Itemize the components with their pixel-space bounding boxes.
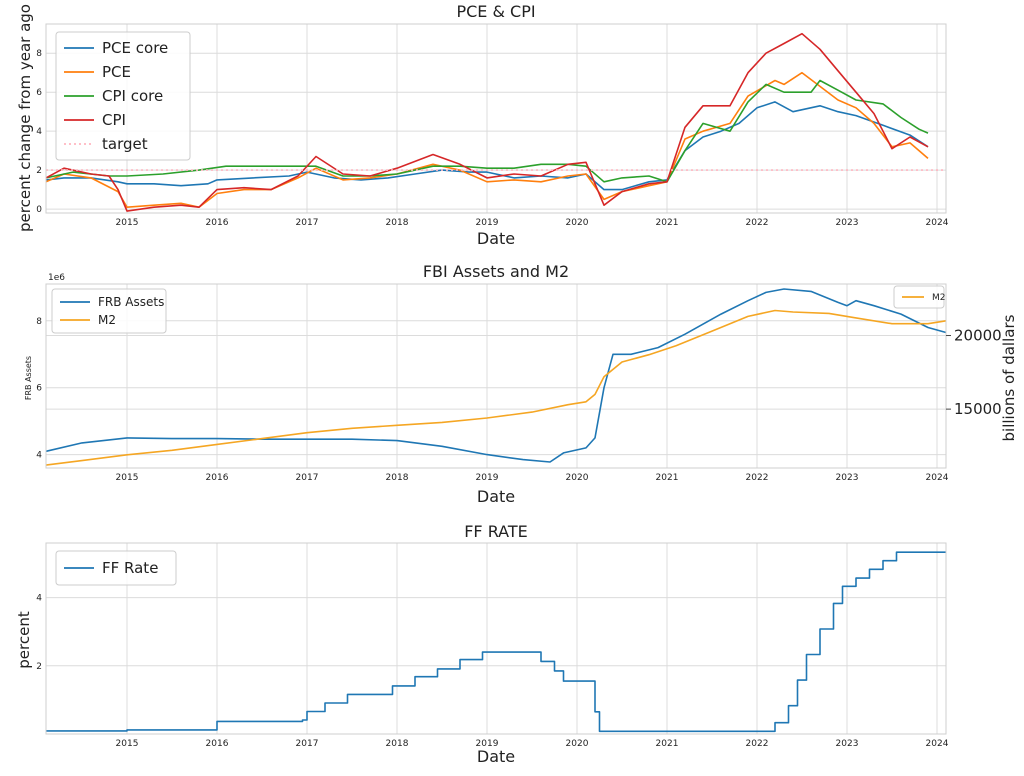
y-tick-label: 6: [36, 384, 42, 394]
y-axis-offset-label: 1e6: [48, 273, 65, 283]
y-axis-label: FRB Assets: [24, 356, 33, 400]
y-axis-ticks: 24: [36, 594, 42, 672]
chart-title: FBI Assets and M2: [423, 262, 569, 281]
x-tick-label: 2020: [566, 739, 589, 749]
x-tick-label: 2016: [206, 739, 229, 749]
x-tick-label: 2021: [656, 473, 679, 483]
x-tick-label: 2015: [116, 473, 139, 483]
x-tick-label: 2015: [116, 218, 139, 228]
x-tick-label: 2018: [386, 218, 409, 228]
chart-title: FF RATE: [464, 522, 528, 541]
legend-box: [55, 31, 191, 161]
legend-label-frb-assets: FRB Assets: [98, 295, 164, 309]
x-tick-label: 2015: [116, 739, 139, 749]
x-tick-label: 2024: [926, 739, 949, 749]
y2-axis-ticks: 15000 20000: [946, 327, 1002, 418]
x-axis-ticks: 2015 2016 2017 2018 2019 2020 2021 2022 2023 2024: [116, 739, 949, 749]
legend-label-pce: PCE: [102, 63, 131, 81]
x-tick-label: 2021: [656, 739, 679, 749]
x-axis-label: Date: [477, 229, 515, 248]
y2-axis-label: billions of dallars: [1000, 314, 1018, 441]
x-tick-label: 2023: [836, 473, 859, 483]
legend-box: [55, 550, 177, 586]
legend-label-m2: M2: [932, 293, 946, 303]
series-group: [45, 288, 947, 466]
x-tick-label: 2016: [206, 218, 229, 228]
y-axis-label: percent: [15, 611, 33, 669]
x-tick-label: 2023: [836, 739, 859, 749]
x-tick-label: 2016: [206, 473, 229, 483]
legend: PCE core PCE CPI core CPI target: [55, 31, 191, 161]
x-axis-ticks: 2015 2016 2017 2018 2019 2020 2021 2022 2023 2024: [116, 473, 949, 483]
x-tick-label: 2018: [386, 473, 409, 483]
series-line-frb-assets: [45, 288, 947, 463]
legend-label-cpi-core: CPI core: [102, 87, 163, 105]
plot-area: [45, 542, 947, 735]
x-tick-label: 2023: [836, 218, 859, 228]
legend-box: [51, 288, 167, 334]
grid: [46, 284, 946, 468]
y2-tick-label: 20000: [954, 327, 1002, 345]
legend-label-pce-core: PCE core: [102, 39, 168, 57]
grid: [46, 543, 946, 734]
legend-label-m2: M2: [98, 313, 116, 327]
y-tick-label: 2: [36, 662, 42, 672]
legend: FF Rate: [55, 550, 177, 586]
x-tick-label: 2019: [476, 739, 499, 749]
x-tick-label: 2018: [386, 739, 409, 749]
x-tick-label: 2024: [926, 473, 949, 483]
x-tick-label: 2019: [476, 218, 499, 228]
x-axis-label: Date: [477, 487, 515, 506]
series-line-m2: [45, 309, 947, 466]
legend-label-ff-rate: FF Rate: [102, 559, 158, 577]
x-axis-ticks: 2015 2016 2017 2018 2019 2020 2021 2022 2023 2024: [116, 218, 949, 228]
x-tick-label: 2019: [476, 473, 499, 483]
legend-right: M2: [893, 285, 946, 309]
y-axis-label: percent change from year ago: [16, 4, 34, 232]
x-tick-label: 2017: [296, 473, 319, 483]
y-tick-label: 8: [36, 317, 42, 327]
x-tick-label: 2020: [566, 473, 589, 483]
chart-pce-cpi: PCE & CPI 2015 2016 2017 2018 2019 2020 2021 20…: [16, 2, 949, 248]
x-tick-label: 2021: [656, 218, 679, 228]
legend-label-cpi: CPI: [102, 111, 126, 129]
chart-ff-rate: FF RATE 2015 2016 2017 2018 2019 2020 2021 2022…: [15, 522, 949, 766]
legend-label-target: target: [102, 135, 148, 153]
chart-fbi-assets-m2: FBI Assets and M2 2015 2016 2017 2018 2019 20…: [24, 262, 1018, 506]
series-line-ff-rate: [46, 551, 946, 733]
y-axis-ticks: 0 2 4 6 8: [36, 49, 42, 215]
x-tick-label: 2017: [296, 739, 319, 749]
x-tick-label: 2022: [746, 473, 769, 483]
legend: FRB Assets M2: [51, 288, 167, 334]
y-tick-label: 0: [36, 205, 42, 215]
x-tick-label: 2024: [926, 218, 949, 228]
y-tick-label: 8: [36, 49, 42, 59]
x-axis-label: Date: [477, 747, 515, 766]
y-tick-label: 6: [36, 88, 42, 98]
series-line-pce-core: [45, 101, 929, 191]
y2-tick-label: 15000: [954, 400, 1002, 418]
series-line-cpi-core: [45, 79, 929, 183]
x-tick-label: 2022: [746, 218, 769, 228]
y-tick-label: 4: [36, 451, 42, 461]
series-line-cpi: [45, 32, 929, 212]
x-tick-label: 2017: [296, 218, 319, 228]
chart-title: PCE & CPI: [456, 2, 535, 21]
series-group: [46, 551, 946, 733]
series-group: [45, 32, 946, 212]
plot-area: [45, 23, 947, 214]
y-tick-label: 2: [36, 166, 42, 176]
x-tick-label: 2020: [566, 218, 589, 228]
y-tick-label: 4: [36, 127, 42, 137]
x-tick-label: 2022: [746, 739, 769, 749]
plot-area: [45, 283, 947, 469]
y-axis-ticks: 4 6 8: [36, 317, 42, 461]
y-tick-label: 4: [36, 594, 42, 604]
